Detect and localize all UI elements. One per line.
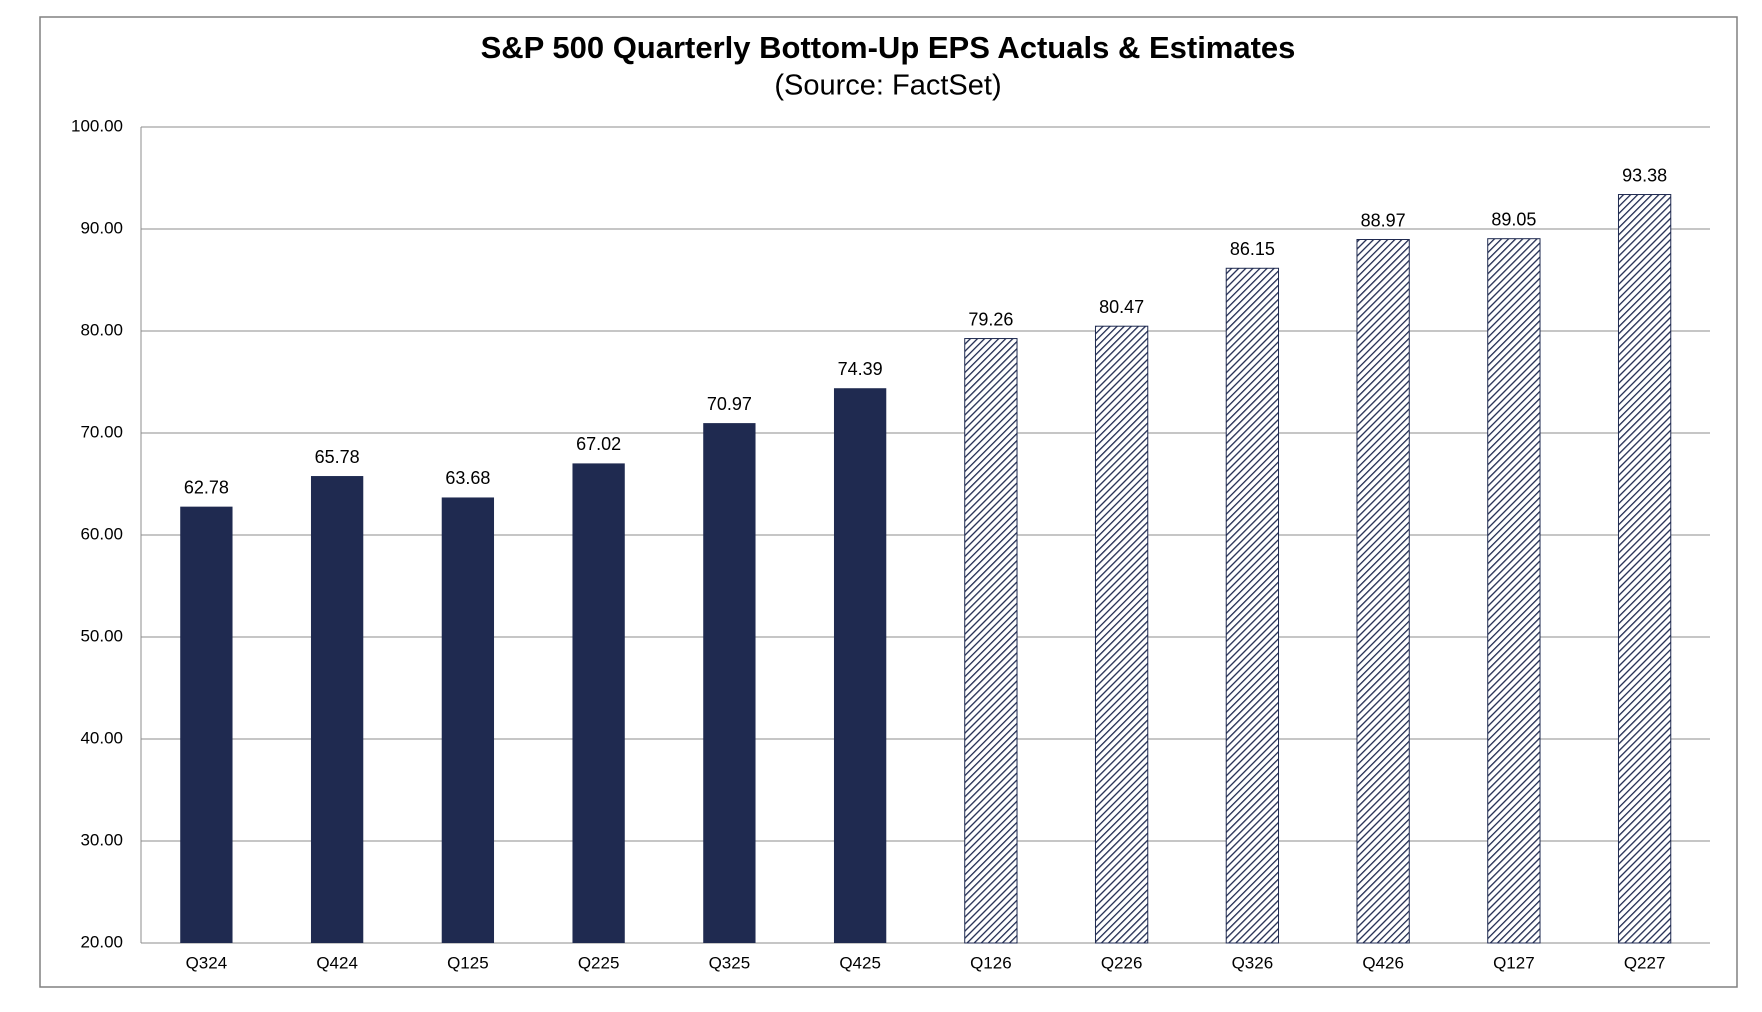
bar	[572, 463, 625, 943]
y-tick-label: 30.00	[80, 830, 123, 849]
bar	[1356, 239, 1410, 944]
value-label: 65.78	[315, 447, 360, 467]
y-tick-label: 20.00	[80, 932, 123, 951]
y-tick-label: 100.00	[71, 116, 123, 135]
x-tick-label: Q324	[186, 953, 228, 972]
bar	[441, 497, 495, 943]
bar	[1487, 238, 1541, 944]
y-tick-label: 50.00	[80, 626, 123, 645]
x-tick-label: Q126	[970, 953, 1012, 972]
y-tick-label: 40.00	[80, 728, 123, 747]
value-label: 88.97	[1361, 210, 1406, 230]
value-label: 80.47	[1099, 297, 1144, 317]
x-tick-label: Q424	[316, 953, 358, 972]
chart-title: S&P 500 Quarterly Bottom-Up EPS Actuals …	[481, 30, 1296, 65]
value-label: 89.05	[1491, 209, 1536, 229]
value-label: 74.39	[838, 359, 883, 379]
bar	[1094, 325, 1149, 944]
x-tick-label: Q125	[447, 953, 489, 972]
bar	[180, 506, 233, 943]
value-label: 93.38	[1622, 165, 1667, 185]
bar	[964, 338, 1018, 944]
value-label: 79.26	[968, 309, 1013, 329]
bar	[833, 388, 887, 943]
bar	[703, 423, 756, 944]
bar	[1617, 194, 1672, 944]
bar	[1225, 267, 1280, 944]
value-label: 86.15	[1230, 239, 1275, 259]
value-label: 63.68	[445, 468, 490, 488]
y-tick-label: 90.00	[80, 218, 123, 237]
value-label: 67.02	[576, 434, 621, 454]
value-label: 70.97	[707, 394, 752, 414]
x-tick-label: Q225	[578, 953, 620, 972]
x-tick-label: Q425	[839, 953, 881, 972]
x-tick-label: Q426	[1362, 953, 1404, 972]
chart-subtitle: (Source: FactSet)	[774, 70, 1001, 102]
bar	[310, 476, 364, 943]
x-tick-label: Q227	[1624, 953, 1666, 972]
value-label: 62.78	[184, 477, 229, 497]
x-tick-label: Q325	[709, 953, 751, 972]
y-tick-label: 60.00	[80, 524, 123, 543]
x-tick-label: Q226	[1101, 953, 1143, 972]
x-tick-label: Q127	[1493, 953, 1535, 972]
x-tick-label: Q326	[1232, 953, 1274, 972]
y-tick-label: 80.00	[80, 320, 123, 339]
y-tick-label: 70.00	[80, 422, 123, 441]
